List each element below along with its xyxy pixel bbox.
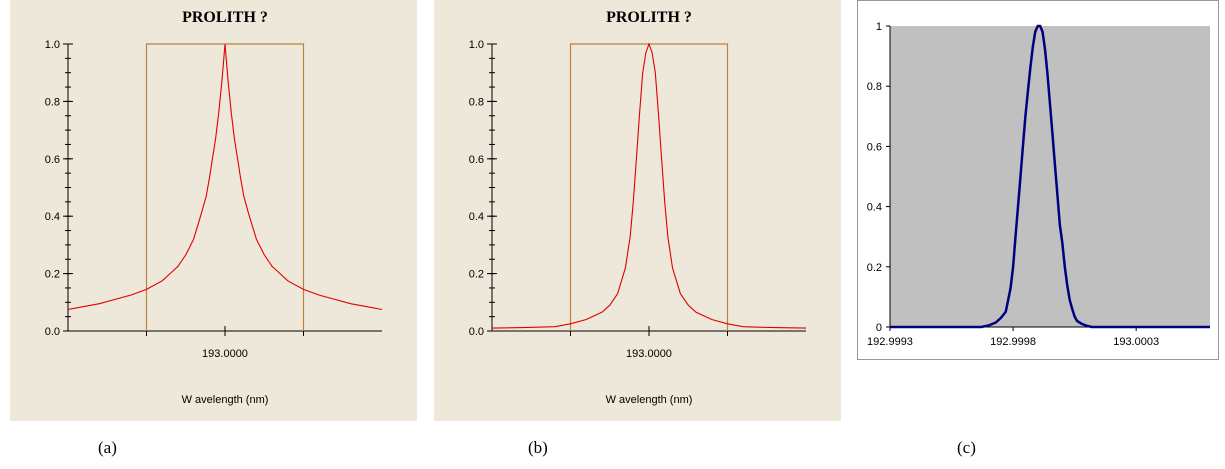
chart-c-y-tick-label: 0.6 <box>867 141 882 153</box>
chart-b-y-tick-label: 0.0 <box>469 326 484 338</box>
chart-a-svg: PROLITH ? 0.0 0.2 0.4 0.6 0.8 1.0 193.0000 W ave… <box>45 9 383 406</box>
chart-a-window-rect <box>145 43 305 331</box>
chart-b-spectrum-line <box>491 42 807 329</box>
caption-b: (b) <box>528 438 548 457</box>
chart-b-x-tick-label: 193.0000 <box>626 348 672 360</box>
chart-c-y-tick-label: 0.2 <box>867 262 882 274</box>
chart-b-y-tick-label: 0.2 <box>469 269 484 281</box>
caption-a: (a) <box>98 438 117 457</box>
chart-c-plot-area <box>890 26 1210 327</box>
chart-b-y-tick-label: 0.4 <box>469 211 484 223</box>
chart-b-title: PROLITH ? <box>606 9 692 26</box>
chart-b-window-rect <box>569 43 729 331</box>
chart-c-x-tick-label: 192.9993 <box>867 336 913 348</box>
chart-a-y-tick-label: 0.6 <box>45 154 60 166</box>
chart-a-title: PROLITH ? <box>182 9 268 26</box>
chart-a-y-tick-label: 1.0 <box>45 39 60 51</box>
chart-b: PROLITH ? 0.0 0.2 0.4 0.6 0.8 1.0 193.0000 W ave… <box>434 0 841 421</box>
chart-a-y-tick-label: 0.0 <box>45 326 60 338</box>
chart-c-spectrum-line <box>890 24 1210 329</box>
chart-c: 0 0.2 0.4 0.6 0.8 1 192.9993 192.9998 193.0003 <box>857 0 1219 360</box>
chart-c-svg: 0 0.2 0.4 0.6 0.8 1 192.9993 192.9998 193.0003 <box>867 21 1210 348</box>
chart-c-y-tick-label: 0.4 <box>867 202 882 214</box>
chart-c-y-tick-label: 0.8 <box>867 81 882 93</box>
chart-a-y-tick-label: 0.2 <box>45 269 60 281</box>
chart-a: PROLITH ? 0.0 0.2 0.4 0.6 0.8 1.0 193.0000 W ave… <box>10 0 417 421</box>
chart-a-x-axis-label: W avelength (nm) <box>182 394 269 406</box>
chart-b-y-tick-label: 0.6 <box>469 154 484 166</box>
chart-c-y-tick-label: 0 <box>876 322 882 334</box>
chart-b-x-axis-label: W avelength (nm) <box>606 394 693 406</box>
chart-c-y-tick-label: 1 <box>876 21 882 33</box>
chart-a-y-tick-label: 0.8 <box>45 96 60 108</box>
caption-c: (c) <box>957 438 976 457</box>
chart-c-x-tick-label: 193.0003 <box>1113 336 1159 348</box>
chart-b-y-tick-label: 0.8 <box>469 96 484 108</box>
chart-a-spectrum-line <box>67 43 383 311</box>
chart-a-y-tick-label: 0.4 <box>45 211 60 223</box>
chart-b-svg: PROLITH ? 0.0 0.2 0.4 0.6 0.8 1.0 193.0000 W ave… <box>469 9 807 406</box>
chart-b-y-tick-label: 1.0 <box>469 39 484 51</box>
chart-a-x-tick-label: 193.0000 <box>202 348 248 360</box>
chart-c-x-tick-label: 192.9998 <box>990 336 1036 348</box>
